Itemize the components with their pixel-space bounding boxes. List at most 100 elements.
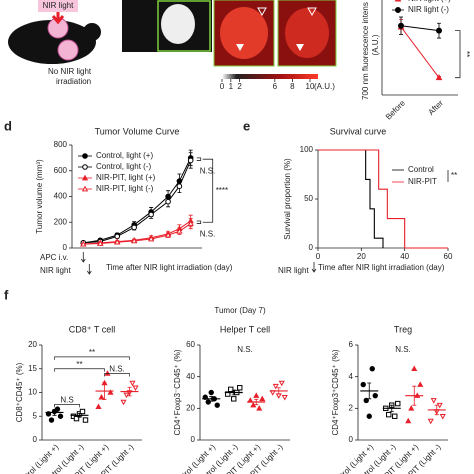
survival-curve	[318, 149, 448, 249]
significance-bracket	[202, 158, 214, 223]
chart-title: Helper T cell	[220, 324, 270, 334]
marker	[164, 231, 172, 238]
marker	[436, 27, 442, 34]
marker	[430, 398, 437, 404]
marker	[187, 157, 194, 164]
panel-label: d	[4, 118, 12, 133]
y-tick-label: 6	[349, 340, 354, 349]
marker	[275, 393, 282, 399]
x-tick-label: 40	[400, 252, 409, 261]
error-bar	[231, 389, 236, 396]
marker	[366, 413, 372, 419]
y-tick-label: 20	[28, 340, 37, 349]
y-axis-label: CD8⁺CD45⁺ (%)	[15, 362, 24, 422]
chart-title: Treg	[394, 324, 412, 334]
event-arrow	[311, 262, 317, 273]
marker	[237, 385, 243, 391]
significance-bracket	[104, 373, 130, 377]
colorbar-unit: (A.U.)	[314, 82, 335, 91]
y-tick-label: 200	[54, 217, 68, 226]
y-tick-label: 20	[186, 403, 195, 412]
event-label: NIR light	[40, 266, 71, 275]
filled-arrowheads	[236, 44, 304, 51]
significance: **	[462, 51, 471, 57]
colorbar-tick-label: 6	[273, 82, 278, 91]
error-bar	[77, 413, 82, 418]
marker	[82, 417, 89, 423]
marker	[360, 381, 366, 388]
error-bar	[434, 404, 439, 416]
significance: **	[76, 360, 82, 369]
y-tick-label: 5	[33, 411, 38, 420]
light-label: NIR light	[43, 1, 74, 10]
marker	[394, 0, 402, 2]
marker	[417, 381, 424, 387]
y-axis-label: CD4⁺Foxp3⁻CD45⁺ (%)	[173, 349, 182, 435]
marker	[165, 198, 171, 205]
no-light-label: irradiation	[56, 77, 91, 86]
panel-label: e	[243, 118, 250, 133]
marker	[214, 402, 220, 408]
marker	[80, 240, 87, 247]
y-tick-label: 60	[186, 340, 195, 349]
y-tick-label: 10	[28, 388, 37, 397]
significance: N.S.	[200, 229, 216, 238]
marker	[114, 233, 121, 240]
error-bar	[209, 396, 214, 402]
series-line	[400, 26, 440, 78]
legend-label: Control	[408, 165, 434, 174]
y-tick-label: 40	[186, 372, 195, 381]
marker	[386, 411, 392, 418]
y-axis-label: Tumor volume (mm³)	[35, 159, 44, 234]
significance: N.S	[60, 395, 73, 404]
marker	[187, 220, 194, 226]
marker	[372, 392, 378, 399]
tumor-unlit	[57, 39, 79, 61]
marker	[131, 237, 138, 244]
mouse-photo	[161, 4, 195, 44]
marker	[259, 395, 266, 402]
marker	[97, 240, 104, 246]
marker	[129, 380, 136, 387]
event-arrows	[80, 252, 92, 275]
marker	[398, 22, 404, 29]
y-tick-label: 4	[349, 372, 354, 381]
marker	[228, 386, 234, 393]
marker	[253, 392, 260, 398]
marker	[48, 417, 55, 423]
marker	[123, 392, 130, 399]
significance: ****	[216, 186, 228, 195]
before-signal	[220, 7, 268, 59]
marker	[439, 413, 446, 420]
x-tick-label: 60	[444, 252, 453, 261]
y-tick-label: 2	[349, 403, 354, 412]
significance-bracket	[196, 157, 202, 161]
x-axis-label: Time after NIR light irradiation (day)	[318, 263, 445, 272]
marker	[148, 211, 154, 218]
significance: N.S.	[395, 345, 411, 354]
marker	[73, 415, 80, 422]
marker	[205, 399, 211, 405]
chart-title: CD8⁺ T cell	[69, 324, 115, 334]
error-bar	[389, 404, 394, 412]
y-tick-label: 15	[28, 364, 37, 373]
significance: N.S.	[109, 365, 125, 374]
marker	[147, 235, 155, 242]
marker	[132, 385, 139, 391]
mouse-schematic	[8, 0, 101, 64]
legend-label: NIR-PIT, light (-)	[96, 184, 154, 193]
marker	[427, 418, 434, 425]
x-tick-label: 20	[357, 252, 366, 261]
significance: N.S.	[237, 345, 253, 354]
y-tick-label: 50	[304, 194, 313, 203]
y-axis-label: CD4⁺Foxp3⁺CD45⁺ (%)	[331, 349, 340, 435]
y-tick-label: 0	[33, 435, 38, 444]
marker	[281, 394, 288, 401]
y-axis-label: (A.U.)	[371, 34, 380, 55]
error-bar	[367, 382, 372, 400]
y-tick-label: 600	[54, 166, 68, 175]
colorbar-tick-label: 10	[306, 82, 315, 91]
marker	[408, 405, 415, 411]
